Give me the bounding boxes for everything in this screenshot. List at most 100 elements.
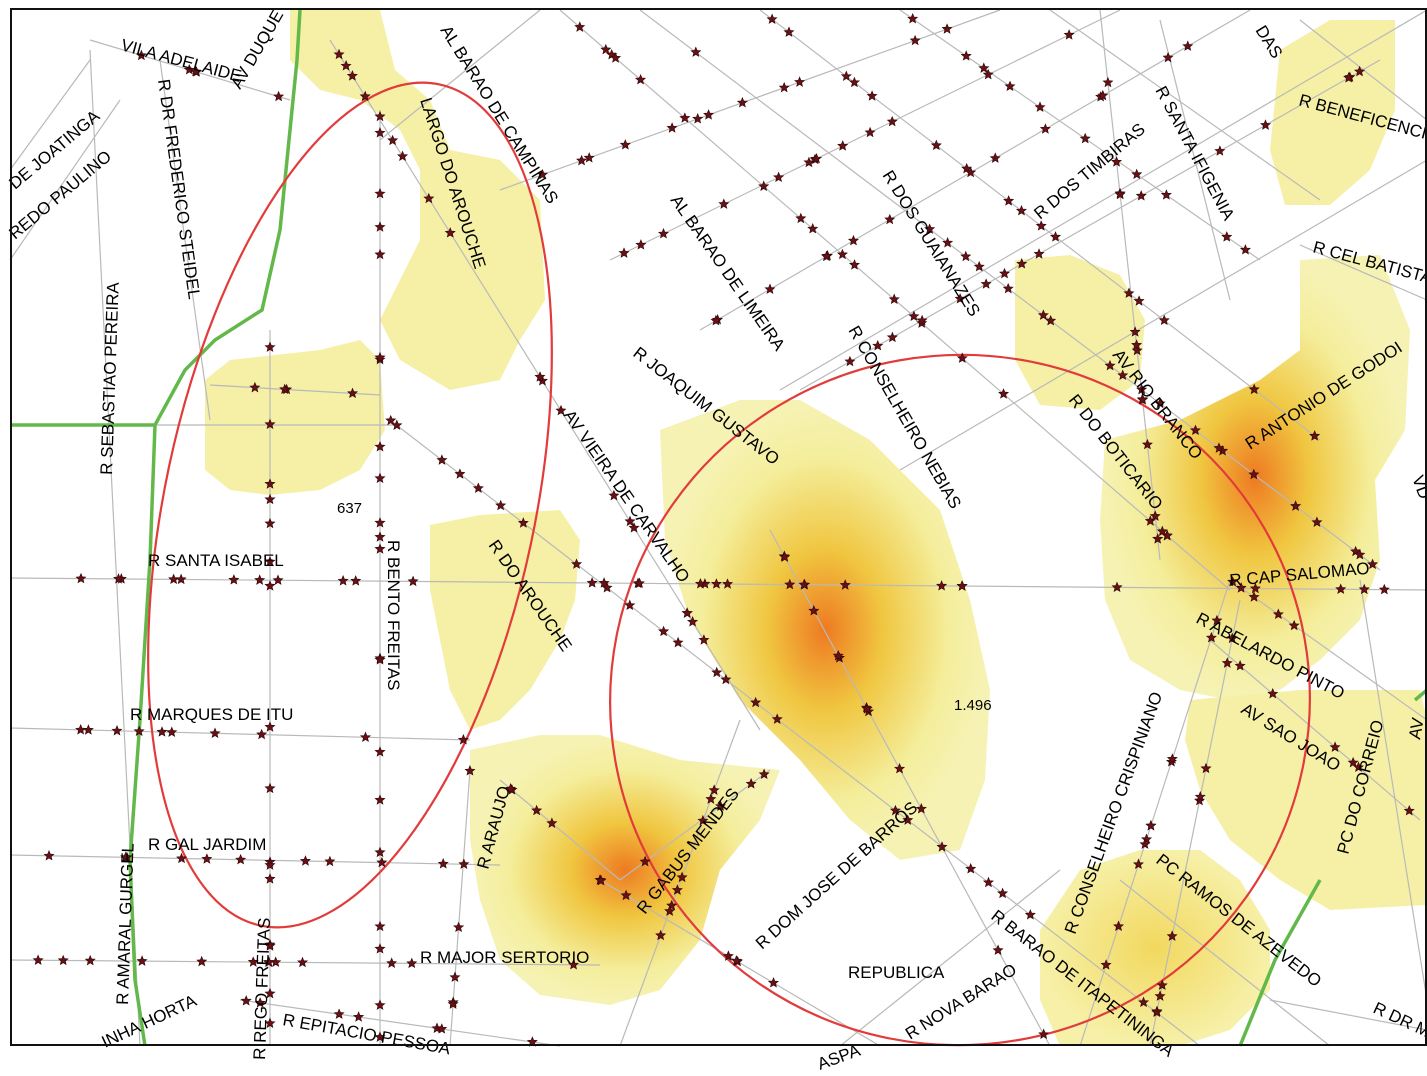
- incident-marker: [778, 81, 790, 93]
- incident-marker: [264, 555, 276, 567]
- incident-marker: [1248, 468, 1260, 480]
- incident-marker: [624, 599, 636, 611]
- incident-marker: [861, 703, 873, 714]
- incident-marker: [1239, 244, 1251, 255]
- incident-marker: [837, 140, 849, 151]
- incident-marker: [374, 531, 386, 542]
- incident-marker: [264, 873, 276, 884]
- incident-marker: [397, 150, 409, 162]
- incident-marker: [228, 574, 240, 585]
- incident-marker: [406, 957, 418, 969]
- incident-marker: [1211, 614, 1223, 626]
- heat-zone-arouche: [430, 510, 580, 730]
- incident-marker: [517, 517, 529, 528]
- incident-marker: [1050, 231, 1062, 242]
- street-line: [699, 9, 1251, 331]
- incident-marker: [576, 154, 588, 166]
- incident-marker: [779, 551, 791, 562]
- incident-marker: [57, 954, 69, 966]
- incident-marker: [168, 573, 180, 585]
- incident-marker: [346, 70, 358, 81]
- incident-marker: [531, 804, 543, 816]
- incident-marker: [936, 580, 948, 591]
- incident-marker: [635, 239, 647, 250]
- incident-marker: [374, 517, 386, 528]
- incident-marker: [1039, 123, 1051, 134]
- incident-marker: [715, 800, 727, 811]
- incident-marker: [794, 76, 806, 87]
- incident-marker: [745, 778, 757, 789]
- incident-marker: [333, 48, 345, 60]
- street-line: [9, 99, 121, 261]
- incident-marker: [1149, 510, 1161, 521]
- incident-marker: [886, 115, 898, 127]
- street-line: [499, 779, 621, 881]
- incident-marker: [672, 636, 684, 648]
- incident-marker: [264, 721, 276, 732]
- label-r-sebastiao-pereira: R SEBASTIAO PEREIRA: [97, 281, 123, 475]
- incident-marker: [374, 654, 386, 665]
- incident-marker: [954, 293, 966, 304]
- incident-marker: [980, 278, 992, 289]
- incident-marker: [374, 943, 386, 954]
- incident-marker: [156, 726, 168, 737]
- incident-marker: [888, 293, 900, 305]
- incident-marker: [942, 237, 954, 248]
- incident-marker: [692, 113, 704, 124]
- incident-marker: [810, 153, 823, 164]
- metro-line-segment: [10, 9, 302, 427]
- label-av: AV: [1405, 716, 1427, 741]
- incident-marker: [1113, 920, 1125, 932]
- incident-marker: [866, 90, 878, 101]
- incident-marker: [722, 950, 734, 961]
- incident-marker: [705, 793, 717, 804]
- label-r-bento-freitas: R BENTO FREITAS: [384, 540, 403, 691]
- label-r-santa-ifigenia: R SANTA IFIGENIA: [1151, 83, 1238, 224]
- incident-marker: [681, 607, 693, 618]
- incident-marker: [374, 221, 386, 232]
- incident-marker: [1152, 533, 1164, 544]
- incident-marker: [505, 783, 517, 794]
- incident-marker: [444, 227, 456, 238]
- incident-marker: [347, 387, 359, 399]
- incident-marker: [973, 260, 985, 272]
- label-av-duque: AV DUQUE: [227, 7, 287, 92]
- label-637: 637: [337, 500, 362, 517]
- incident-marker: [526, 1036, 538, 1047]
- incident-marker: [708, 784, 720, 795]
- incident-marker: [1161, 529, 1173, 541]
- incident-marker: [820, 250, 832, 262]
- incident-marker: [690, 46, 702, 57]
- street-line: [609, 9, 1121, 261]
- incident-marker: [387, 134, 399, 146]
- incident-marker: [624, 515, 636, 527]
- incident-marker: [1194, 791, 1206, 802]
- incident-marker: [586, 577, 598, 588]
- incident-marker: [374, 441, 386, 452]
- incident-marker: [1200, 762, 1212, 774]
- incident-marker: [1158, 314, 1170, 326]
- incident-marker: [190, 65, 202, 77]
- incident-marker: [120, 851, 132, 863]
- incident-marker: [839, 579, 851, 590]
- incident-marker: [457, 734, 469, 745]
- street-line: [1149, 599, 1241, 1047]
- incident-marker: [1213, 442, 1225, 453]
- incident-marker: [1162, 51, 1174, 63]
- incident-marker: [884, 213, 896, 225]
- incident-marker: [941, 23, 953, 34]
- metro-line: [10, 9, 1427, 1047]
- incident-marker: [264, 418, 276, 430]
- incident-marker: [374, 846, 386, 858]
- incident-marker: [1034, 101, 1046, 112]
- incident-marker: [175, 573, 187, 585]
- incident-marker: [340, 60, 352, 71]
- incident-marker: [111, 725, 123, 736]
- incident-marker: [807, 223, 819, 234]
- incident-marker: [902, 814, 914, 825]
- incident-marker: [449, 971, 461, 982]
- incident-marker: [43, 850, 55, 861]
- incident-marker: [353, 1011, 365, 1022]
- incident-marker: [886, 331, 898, 343]
- label-aspa: ASPA: [815, 1041, 864, 1074]
